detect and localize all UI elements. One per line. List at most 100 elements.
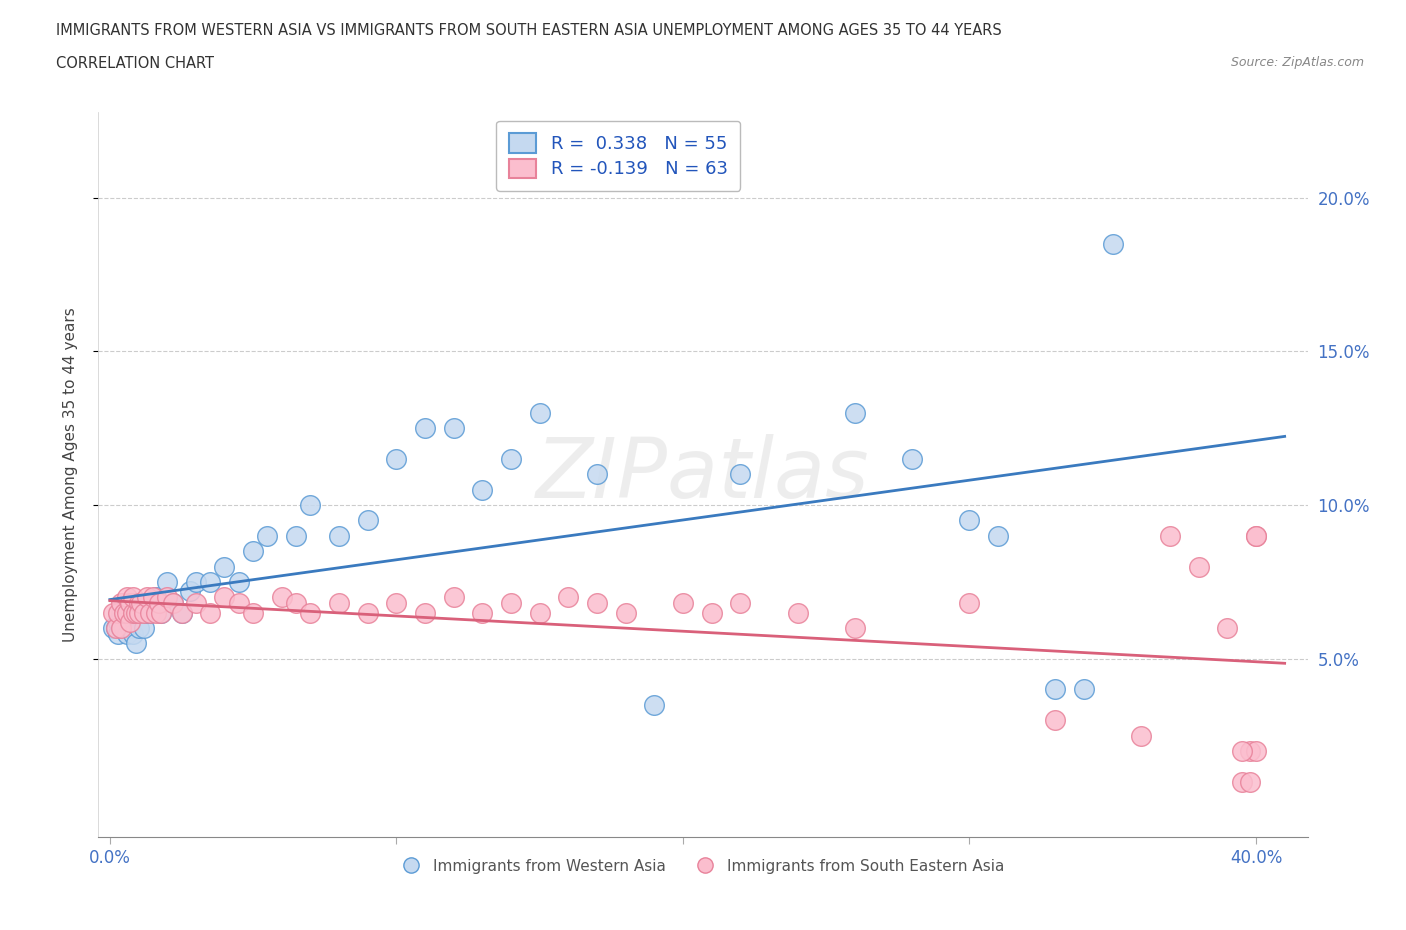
Point xyxy=(121,590,143,604)
Point xyxy=(198,575,221,590)
Point xyxy=(1216,620,1239,635)
Point xyxy=(499,596,522,611)
Text: ZIPatlas: ZIPatlas xyxy=(536,433,870,515)
Point xyxy=(672,596,695,611)
Point xyxy=(1130,728,1153,743)
Point xyxy=(110,620,132,635)
Point xyxy=(228,575,250,590)
Point xyxy=(112,620,135,635)
Point xyxy=(1239,775,1261,790)
Point xyxy=(121,605,143,620)
Point xyxy=(124,605,146,620)
Point xyxy=(214,559,236,574)
Point xyxy=(134,620,156,635)
Point xyxy=(786,605,808,620)
Point xyxy=(118,605,141,620)
Point xyxy=(299,605,322,620)
Point xyxy=(285,596,308,611)
Point xyxy=(413,605,436,620)
Point xyxy=(471,605,494,620)
Point xyxy=(118,596,141,611)
Point xyxy=(115,605,138,620)
Point xyxy=(110,596,132,611)
Point xyxy=(150,605,173,620)
Point xyxy=(728,467,751,482)
Point xyxy=(901,451,924,466)
Point xyxy=(101,605,124,620)
Point xyxy=(145,590,167,604)
Point xyxy=(1188,559,1211,574)
Point xyxy=(700,605,723,620)
Point xyxy=(128,620,150,635)
Point xyxy=(107,605,129,620)
Point xyxy=(299,498,322,512)
Point xyxy=(107,627,129,642)
Point xyxy=(614,605,637,620)
Point xyxy=(328,528,350,543)
Point xyxy=(443,590,465,604)
Point xyxy=(1230,743,1253,758)
Point xyxy=(107,615,129,630)
Text: IMMIGRANTS FROM WESTERN ASIA VS IMMIGRANTS FROM SOUTH EASTERN ASIA UNEMPLOYMENT : IMMIGRANTS FROM WESTERN ASIA VS IMMIGRAN… xyxy=(56,23,1002,38)
Point xyxy=(139,605,162,620)
Point xyxy=(643,698,665,712)
Point xyxy=(1239,743,1261,758)
Point xyxy=(128,596,150,611)
Point xyxy=(124,636,146,651)
Point xyxy=(128,605,150,620)
Point xyxy=(270,590,292,604)
Point xyxy=(1159,528,1181,543)
Point xyxy=(586,467,609,482)
Point xyxy=(214,590,236,604)
Point xyxy=(162,596,184,611)
Point xyxy=(184,575,207,590)
Point xyxy=(104,620,127,635)
Point xyxy=(145,605,167,620)
Point xyxy=(112,605,135,620)
Point xyxy=(131,596,153,611)
Point xyxy=(844,405,866,420)
Text: Source: ZipAtlas.com: Source: ZipAtlas.com xyxy=(1230,56,1364,69)
Point xyxy=(844,620,866,635)
Point xyxy=(1244,743,1267,758)
Point xyxy=(357,513,380,528)
Point xyxy=(162,596,184,611)
Point xyxy=(328,596,350,611)
Point xyxy=(385,596,408,611)
Point xyxy=(115,590,138,604)
Point xyxy=(413,420,436,435)
Point xyxy=(529,605,551,620)
Point xyxy=(471,483,494,498)
Point xyxy=(242,544,264,559)
Point xyxy=(1045,712,1067,727)
Point xyxy=(987,528,1010,543)
Point xyxy=(118,615,141,630)
Point xyxy=(184,596,207,611)
Point xyxy=(385,451,408,466)
Point xyxy=(112,605,135,620)
Point xyxy=(179,584,201,599)
Point xyxy=(959,596,981,611)
Point xyxy=(1045,682,1067,697)
Point xyxy=(959,513,981,528)
Y-axis label: Unemployment Among Ages 35 to 44 years: Unemployment Among Ages 35 to 44 years xyxy=(63,307,77,642)
Point xyxy=(128,596,150,611)
Point xyxy=(170,605,193,620)
Point xyxy=(499,451,522,466)
Point xyxy=(139,605,162,620)
Point xyxy=(198,605,221,620)
Point xyxy=(156,590,179,604)
Point xyxy=(136,590,159,604)
Point xyxy=(118,620,141,635)
Point xyxy=(1101,236,1123,251)
Point xyxy=(1244,528,1267,543)
Point xyxy=(142,596,165,611)
Point xyxy=(156,575,179,590)
Point xyxy=(131,605,153,620)
Point xyxy=(285,528,308,543)
Point xyxy=(110,620,132,635)
Point xyxy=(228,596,250,611)
Point xyxy=(136,605,159,620)
Point xyxy=(357,605,380,620)
Point xyxy=(115,596,138,611)
